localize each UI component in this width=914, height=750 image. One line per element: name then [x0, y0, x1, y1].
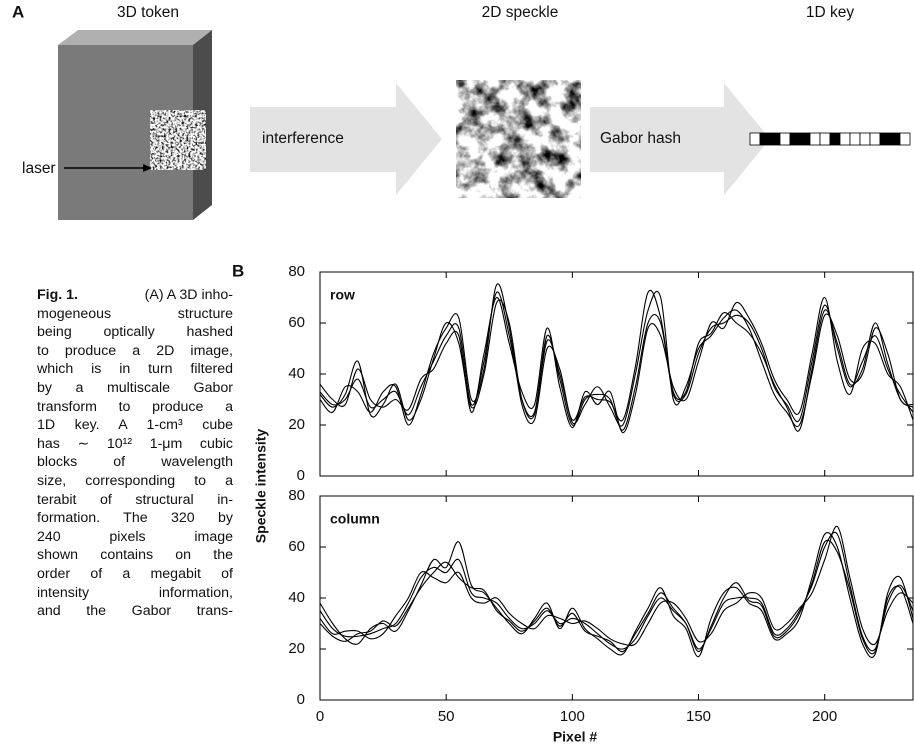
stage-title: 2D speckle — [482, 4, 559, 21]
key-cell — [869, 132, 881, 146]
key-cell — [859, 132, 871, 146]
key-cell — [769, 132, 781, 146]
key-cell — [759, 132, 771, 146]
caption-line: has ∼ 10¹² 1-μm cubic — [37, 435, 233, 452]
key-bar — [749, 132, 911, 146]
series-line — [320, 531, 913, 652]
series-line — [320, 296, 913, 434]
y-tick-label: 40 — [288, 365, 305, 382]
arrow-label: Gabor hash — [600, 130, 681, 147]
key-cell — [799, 132, 811, 146]
series-line — [320, 289, 913, 432]
key-cell — [879, 132, 891, 146]
y-tick-label: 80 — [288, 263, 305, 280]
series-line — [320, 532, 913, 658]
y-tick-label: 20 — [288, 640, 305, 657]
arrow-label: interference — [262, 130, 344, 147]
series-line — [320, 291, 913, 431]
series-group — [320, 283, 913, 434]
caption-text: (A) A 3D inho- — [144, 287, 233, 303]
x-tick-label: 200 — [812, 708, 837, 725]
x-axis-label: Pixel # — [553, 729, 598, 745]
key-cell — [779, 132, 791, 146]
caption-line: formation. The 320 by — [37, 510, 233, 527]
x-tick-label: 150 — [686, 708, 711, 725]
caption-label: Fig. 1. — [37, 287, 78, 303]
cube-top — [58, 30, 212, 45]
x-tick-label: 100 — [560, 708, 585, 725]
series-group — [320, 526, 913, 658]
series-line — [320, 526, 913, 647]
y-tick-label: 40 — [288, 589, 305, 606]
key-cell — [749, 132, 761, 146]
y-tick-label: 60 — [288, 538, 305, 555]
caption-line: Fig. 1. (A) A 3D inho- — [37, 286, 233, 305]
caption-line: and the Gabor trans- — [37, 603, 233, 620]
caption-line: blocks of wavelength — [37, 454, 233, 471]
caption-line: intensity information, — [37, 584, 233, 601]
caption-line: 240 pixels image — [37, 528, 233, 545]
key-cell — [789, 132, 801, 146]
panel-label: B — [232, 261, 244, 280]
caption-line: shown contains on the — [37, 547, 233, 564]
key-cell — [889, 132, 901, 146]
panel-name: row — [330, 287, 355, 303]
y-tick-label: 20 — [288, 416, 305, 433]
process-arrow — [590, 83, 770, 195]
caption-line: order of a megabit of — [37, 565, 233, 582]
caption-line: mogeneous structure — [37, 305, 233, 322]
caption-line: transform to produce a — [37, 398, 233, 415]
y-tick-label: 0 — [297, 691, 305, 708]
subplot: 0 20 40 60 80 row Speckle intensity — [253, 263, 914, 544]
caption-line: to produce a 2D image, — [37, 342, 233, 359]
y-tick-label: 0 — [297, 467, 305, 484]
panel-name: column — [330, 511, 380, 527]
caption-line: being optically hashed — [37, 324, 233, 341]
key-cell — [819, 132, 831, 146]
y-axis-label: Speckle intensity — [253, 429, 269, 544]
y-tick-label: 60 — [288, 314, 305, 331]
y-tick-label: 80 — [288, 487, 305, 504]
key-cell — [809, 132, 821, 146]
plots: 0 20 40 60 80 row Speckle intensity 0 20 40 60 80 0 5… — [253, 263, 914, 745]
series-line — [320, 283, 913, 428]
figure-caption: Fig. 1. (A) A 3D inho-mogeneous structur… — [37, 286, 233, 621]
key-cell — [899, 132, 911, 146]
key-cell — [849, 132, 861, 146]
process-arrow — [250, 83, 442, 195]
caption-line: by a multiscale Gabor — [37, 379, 233, 396]
speckle-image — [456, 80, 581, 198]
series-line — [320, 539, 913, 655]
stage-title: 1D key — [806, 4, 854, 21]
stage-title: 3D token — [117, 4, 179, 21]
panel-label: A — [12, 2, 24, 21]
caption-line: terabit of structural in- — [37, 491, 233, 508]
arrow-head — [143, 164, 152, 172]
axes-frame — [319, 271, 914, 477]
laser-label: laser — [22, 160, 56, 177]
caption-line: size, corresponding to a — [37, 472, 233, 489]
key-cell — [829, 132, 841, 146]
caption-line: which is in turn filtered — [37, 361, 233, 378]
x-tick-label: 50 — [438, 708, 455, 725]
caption-line: 1D key. A 1-cm³ cube — [37, 417, 233, 434]
speckle-grain — [150, 110, 206, 170]
subplot: 0 20 40 60 80 0 50 100 150 200 column Pixel # — [288, 487, 914, 745]
x-tick-label: 0 — [316, 708, 324, 725]
key-cell — [839, 132, 851, 146]
